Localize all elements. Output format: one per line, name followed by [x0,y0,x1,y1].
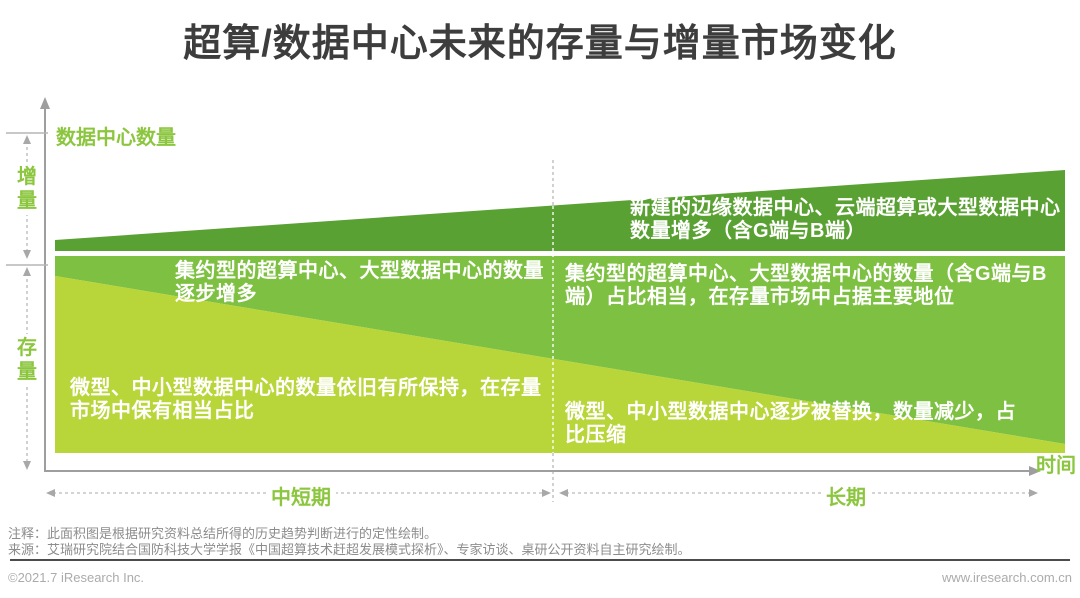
increment-arrow-down-icon [23,250,31,259]
period-long-arrow-right-icon [1029,489,1038,497]
x-axis-title: 时间 [1036,455,1076,477]
stock-arrow-up-icon [23,267,31,276]
footer-divider [10,559,1070,561]
increment-range-label: 增量 [15,163,39,215]
band-increment-new-datacenters [55,170,1065,251]
annotation-increment-long-term: 新建的边缘数据中心、云端超算或大型数据中心 数量增多（含G端与B端） [630,197,1061,242]
note-line: 注释：此面积图是根据研究资料总结所得的历史趋势判断进行的定性绘制。 [8,526,438,541]
x-axis-arrow-icon [1029,466,1041,476]
increment-arrow-up-icon [23,135,31,144]
annotation-stock-micro-long-term: 微型、中小型数据中心逐步被替换，数量减少，占 比压缩 [565,401,1016,446]
y-axis-arrow-icon [40,97,50,109]
y-axis-title: 数据中心数量 [56,127,176,149]
period-short-arrow-left-icon [46,489,55,497]
footer-website: www.iresearch.com.cn [941,570,1072,585]
source-line: 来源：艾瑞研究院结合国防科技大学学报《中国超算技术赶超发展模式探析》、专家访谈、… [8,542,691,557]
period-long-label: 长期 [821,481,871,510]
footer-copyright: ©2021.7 iResearch Inc. [8,570,145,585]
stock-range-label: 存量 [15,334,39,386]
annotation-stock-intensive-short-term: 集约型的超算中心、大型数据中心的数量 逐步增多 [175,260,544,305]
annotation-stock-micro-short-term: 微型、中小型数据中心的数量依旧有所保持，在存量 市场中保有相当占比 [70,377,542,422]
period-short-label: 中短期 [266,481,336,510]
annotation-stock-intensive-long-term: 集约型的超算中心、大型数据中心的数量（含G端与B 端）占比相当，在存量市场中占据… [565,263,1047,308]
stock-arrow-down-icon [23,461,31,470]
band-stock-intensive-datacenters [55,256,1065,444]
band-stock-micro-small-datacenters [55,276,1065,453]
period-long-arrow-left-icon [559,489,568,497]
period-short-arrow-right-icon [542,489,551,497]
page-title: 超算/数据中心未来的存量与增量市场变化 [183,23,897,65]
